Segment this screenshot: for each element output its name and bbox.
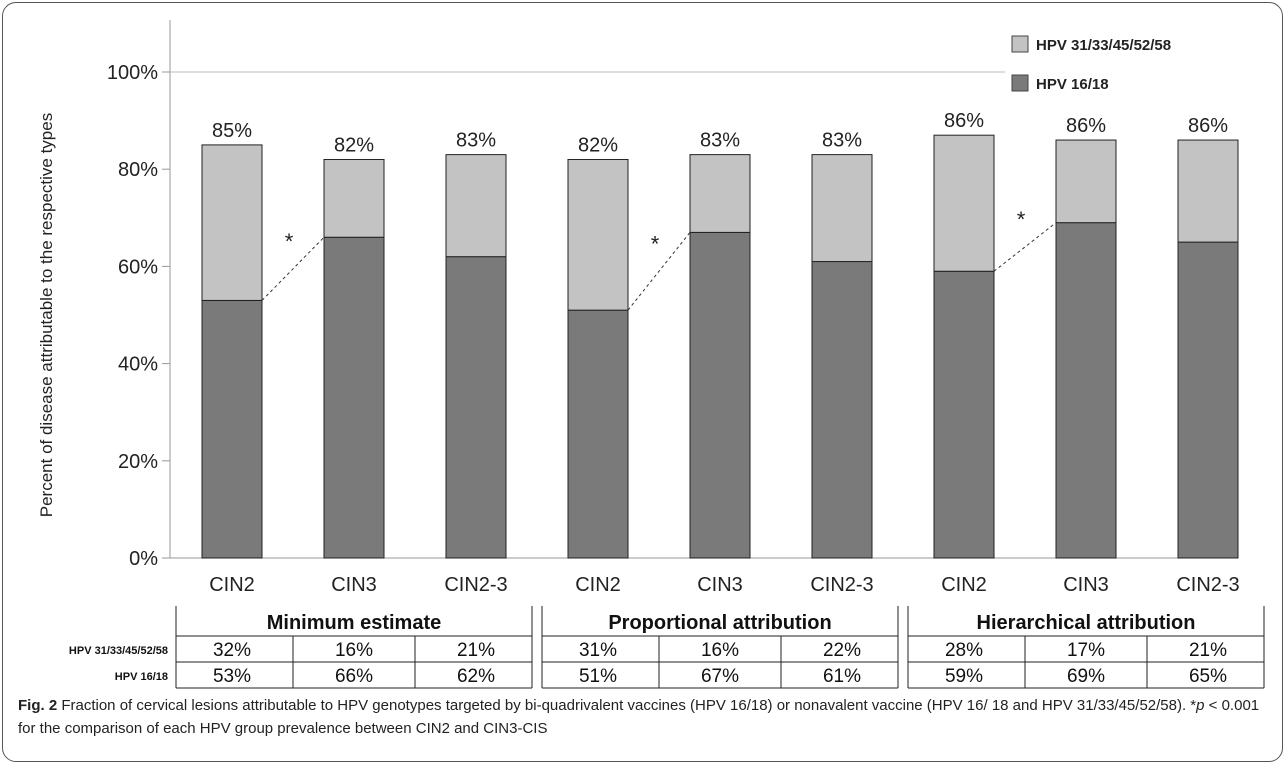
table-row-label: HPV 31/33/45/52/58 <box>69 645 168 657</box>
bar-hpv-31-33-45-52-58 <box>933 134 995 272</box>
bar-hpv-31-33-45-52-58 <box>811 154 873 263</box>
bar-total-label: 83% <box>700 130 740 152</box>
legend-label-hpv-31-33-45-52-58: HPV 31/33/45/52/58 <box>1036 37 1171 54</box>
bar-hpv-31-33-45-52-58 <box>201 144 263 301</box>
x-category-label: CIN3 <box>697 574 743 596</box>
table-group-header: Hierarchical attribution <box>977 612 1196 634</box>
bar-total-label: 86% <box>1188 115 1228 137</box>
caption-p-symbol: p <box>1196 697 1205 714</box>
bar-total-label: 83% <box>822 130 862 152</box>
bar-hpv-31-33-45-52-58 <box>445 154 507 258</box>
table-cell-value: 22% <box>823 640 861 661</box>
bar-hpv-31-33-45-52-58 <box>1177 139 1239 243</box>
bar-hpv-16-18 <box>689 231 751 559</box>
table-cell-value: 65% <box>1189 666 1227 687</box>
caption-text-2: < 0.001 for the comparison of each HPV g… <box>18 697 1260 737</box>
table-cell-value: 62% <box>457 666 495 687</box>
x-category-label: CIN3 <box>1063 574 1109 596</box>
x-category-label: CIN2-3 <box>1176 574 1239 596</box>
bar-hpv-31-33-45-52-58 <box>567 158 629 311</box>
bar-hpv-16-18 <box>933 270 995 559</box>
bar-hpv-16-18 <box>445 256 507 559</box>
legend-label-hpv-16-18: HPV 16/18 <box>1036 76 1109 93</box>
y-tick-label: 60% <box>118 256 158 278</box>
legend-swatch-hpv-31-33-45-52-58 <box>1011 35 1029 53</box>
significance-connector <box>627 232 691 311</box>
x-category-label: CIN2-3 <box>810 574 873 596</box>
x-category-label: CIN2 <box>941 574 987 596</box>
bar-total-label: 86% <box>944 110 984 132</box>
table-cell-value: 51% <box>579 666 617 687</box>
table-cell-value: 16% <box>701 640 739 661</box>
bar-total-label: 86% <box>1066 115 1106 137</box>
table-cell-value: 28% <box>945 640 983 661</box>
bar-total-label: 82% <box>334 134 374 156</box>
bar-total-label: 83% <box>456 130 496 152</box>
bar-hpv-16-18 <box>1055 222 1117 559</box>
table-cell-value: 16% <box>335 640 373 661</box>
table-group-header: Proportional attribution <box>608 612 831 634</box>
table-cell-value: 21% <box>1189 640 1227 661</box>
significance-asterisk: * <box>285 229 294 254</box>
bar-total-label: 82% <box>578 134 618 156</box>
significance-asterisk: * <box>1017 207 1026 232</box>
table-cell-value: 69% <box>1067 666 1105 687</box>
table-cell-value: 21% <box>457 640 495 661</box>
bar-hpv-31-33-45-52-58 <box>689 154 751 233</box>
table-cell-value: 59% <box>945 666 983 687</box>
y-axis-title: Percent of disease attributable to the r… <box>37 113 56 517</box>
figure-caption: Fig. 2 Fraction of cervical lesions attr… <box>18 694 1268 740</box>
bar-total-label: 85% <box>212 120 252 142</box>
y-tick-label: 0% <box>129 548 158 570</box>
bar-hpv-16-18 <box>201 299 263 559</box>
x-category-label: CIN3 <box>331 574 377 596</box>
table-cell-value: 17% <box>1067 640 1105 661</box>
y-tick-label: 100% <box>107 62 158 84</box>
table-group-header: Minimum estimate <box>267 612 441 634</box>
x-category-label: CIN2 <box>209 574 255 596</box>
caption-fig-label: Fig. 2 <box>18 697 58 714</box>
bar-hpv-31-33-45-52-58 <box>323 158 385 238</box>
table-row-label: HPV 16/18 <box>115 671 168 683</box>
x-category-label: CIN2 <box>575 574 621 596</box>
table-cell-value: 31% <box>579 640 617 661</box>
bar-hpv-16-18 <box>323 236 385 559</box>
y-tick-label: 80% <box>118 159 158 181</box>
table-cell-value: 53% <box>213 666 251 687</box>
y-tick-label: 20% <box>118 451 158 473</box>
y-tick-label: 40% <box>118 354 158 376</box>
table-cell-value: 67% <box>701 666 739 687</box>
x-category-label: CIN2-3 <box>444 574 507 596</box>
bar-hpv-16-18 <box>567 309 629 559</box>
table-cell-value: 61% <box>823 666 861 687</box>
significance-connector <box>993 222 1057 272</box>
table-cell-value: 32% <box>213 640 251 661</box>
bar-hpv-16-18 <box>1177 241 1239 559</box>
bar-hpv-31-33-45-52-58 <box>1055 139 1117 224</box>
bar-hpv-16-18 <box>811 261 873 559</box>
significance-connector <box>261 236 325 301</box>
caption-text-1: Fraction of cervical lesions attributabl… <box>57 697 1197 714</box>
significance-asterisk: * <box>651 231 660 256</box>
table-cell-value: 66% <box>335 666 373 687</box>
legend-swatch-hpv-16-18 <box>1011 74 1029 92</box>
